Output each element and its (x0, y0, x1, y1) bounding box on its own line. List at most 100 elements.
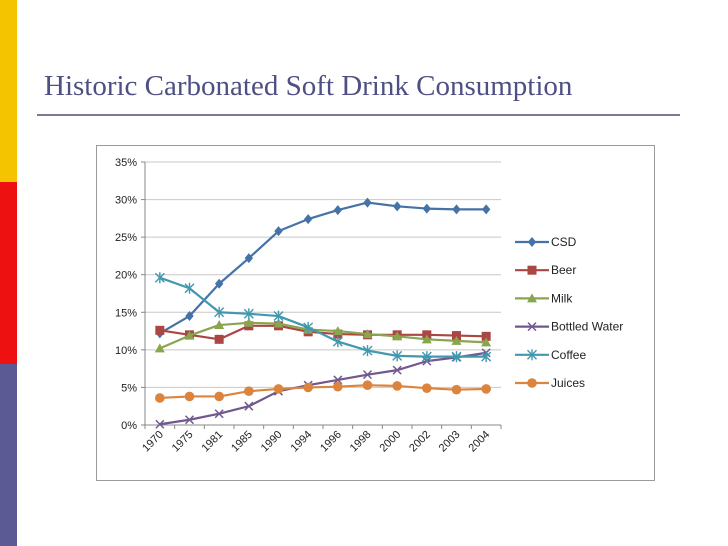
x-tick-label: 1990 (259, 429, 285, 455)
series-juices (155, 380, 491, 403)
series-line (159, 276, 487, 358)
data-point (184, 391, 195, 402)
legend-marker (527, 349, 537, 361)
side-stripe-yellow (0, 0, 17, 182)
x-tick-label: 2002 (407, 429, 433, 455)
x-tick-label: 2003 (437, 429, 463, 455)
legend-item: CSD (515, 235, 577, 249)
legend-item: Juices (515, 376, 585, 390)
chart-container: 0% 5% 10% 15% 20% 25% 30% 35% 1970 1975 1981 1985 1… (96, 145, 655, 481)
x-tick-label: 1975 (170, 429, 196, 455)
legend: CSD Beer Milk Bottled Water Coffee Juices (515, 235, 623, 390)
legend-label: Bottled Water (551, 320, 623, 334)
data-point (214, 409, 224, 419)
data-point (362, 370, 373, 380)
series-lines (154, 197, 492, 429)
data-point (392, 201, 402, 212)
series-line (159, 351, 487, 426)
data-point (214, 306, 225, 318)
data-point (214, 334, 224, 344)
x-tick-label: 2000 (377, 429, 403, 455)
data-point (451, 335, 462, 345)
data-point (392, 381, 402, 391)
data-point (481, 351, 492, 363)
y-tick-labels: 0% 5% 10% 15% 20% 25% 30% 35% (115, 157, 137, 432)
data-point (273, 384, 284, 394)
data-point (451, 384, 462, 395)
data-point (243, 317, 254, 327)
x-tick-label: 1994 (288, 429, 314, 455)
legend-label: Milk (551, 291, 573, 305)
data-point (184, 330, 195, 340)
y-tick-label: 35% (115, 157, 137, 169)
legend-item: Coffee (515, 348, 586, 362)
series-line (159, 384, 487, 400)
legend-item: Bottled Water (515, 320, 623, 334)
x-tick-label: 1985 (229, 429, 255, 455)
data-point (362, 345, 373, 357)
legend-marker (527, 237, 537, 247)
data-point (422, 383, 432, 393)
data-point (244, 386, 254, 396)
data-point (154, 272, 165, 284)
data-point (362, 329, 373, 339)
line-chart: 0%5%10%15%20%25%30%35% 1970 1975 1981 1985 1… (115, 157, 623, 455)
y-tick-label: 30% (115, 195, 137, 207)
legend-marker (527, 322, 537, 332)
series-line (159, 321, 487, 350)
x-tick-label: 1996 (318, 429, 344, 455)
data-point (243, 308, 254, 320)
data-point (422, 203, 432, 214)
data-point (155, 419, 165, 429)
series-line (159, 201, 487, 335)
y-tick-label: 15% (115, 307, 137, 319)
data-point (392, 365, 402, 375)
x-tick-label: 2004 (466, 429, 492, 455)
data-point (363, 197, 372, 208)
data-point (421, 351, 432, 363)
data-point (274, 226, 283, 237)
data-point (214, 391, 224, 402)
data-point (392, 331, 403, 341)
data-point (452, 204, 461, 215)
data-point (451, 351, 462, 363)
data-point (333, 205, 343, 216)
side-stripe-red (0, 182, 17, 364)
x-tick-label: 1981 (199, 429, 225, 455)
legend-item: Beer (515, 263, 576, 277)
legend-label: Beer (551, 263, 576, 277)
y-tick-label: 10% (115, 345, 137, 357)
legend-label: CSD (551, 235, 577, 249)
data-point (303, 382, 313, 393)
data-point (155, 393, 165, 403)
data-point (481, 337, 492, 347)
data-point (244, 253, 254, 264)
x-tick-label: 1970 (140, 429, 166, 455)
data-point (333, 375, 343, 385)
series-csd (155, 197, 491, 339)
side-stripe-purple (0, 364, 17, 546)
legend-label: Coffee (551, 348, 586, 362)
data-point (333, 381, 343, 392)
data-point (332, 336, 343, 348)
data-point (214, 278, 224, 289)
data-point (481, 331, 491, 341)
data-point (362, 380, 373, 390)
x-tick-label: 1998 (348, 429, 374, 455)
data-point (273, 310, 284, 322)
data-point (452, 331, 461, 341)
legend-label: Juices (551, 376, 585, 390)
data-point (421, 334, 432, 344)
x-tick-labels: 1970 1975 1981 1985 1990 1994 1996 1998 2000 2002… (140, 429, 492, 455)
y-tick-label: 0% (121, 420, 137, 432)
data-point (244, 401, 254, 411)
title-divider (37, 114, 680, 116)
data-point (303, 321, 314, 333)
data-point (303, 214, 313, 225)
legend-item: Milk (515, 291, 573, 305)
series-coffee (154, 272, 492, 363)
data-point (184, 282, 195, 294)
data-point (481, 384, 491, 394)
y-tick-label: 5% (121, 382, 137, 394)
series-line (159, 324, 487, 341)
